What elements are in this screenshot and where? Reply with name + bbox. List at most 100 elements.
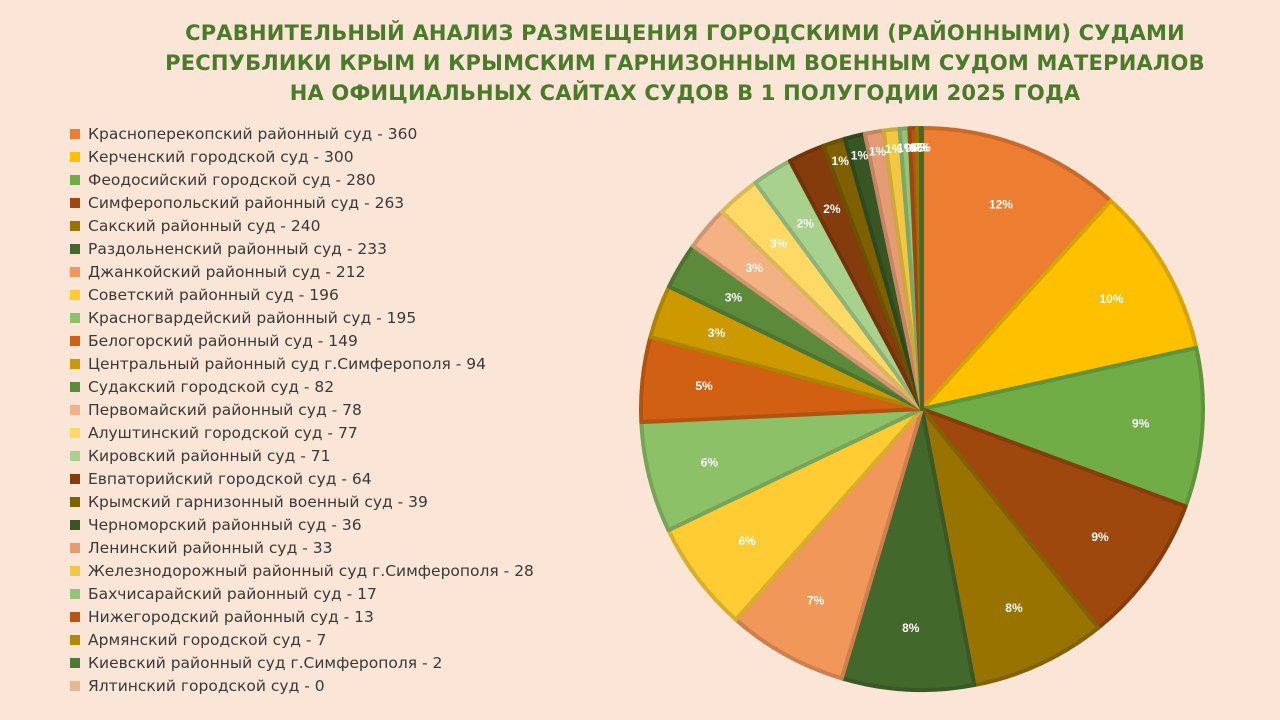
legend-swatch [70, 680, 80, 691]
legend-label: Феодосийский городской суд - 280 [88, 170, 376, 189]
legend-label: Кировский районный суд - 71 [88, 446, 331, 465]
legend-label: Судакский городской суд - 82 [88, 377, 335, 396]
legend-label: Ленинский районный суд - 33 [88, 538, 333, 557]
legend-item: Бахчисарайский районный суд - 17 [70, 582, 534, 605]
legend-item: Раздольненский районный суд - 233 [70, 237, 534, 260]
legend-swatch [70, 335, 80, 346]
legend-item: Евпаторийский городской суд - 64 [70, 467, 534, 490]
slice-percent-label: 3% [725, 290, 743, 304]
legend-item: Феодосийский городской суд - 280 [70, 168, 534, 191]
pie-slice [733, 407, 924, 681]
slice-percent-label: 0% [913, 141, 931, 155]
legend-label: Нижегородский районный суд - 13 [88, 607, 374, 626]
pie-slice [839, 407, 977, 692]
legend-swatch [70, 381, 80, 392]
slice-percent-label: 3% [770, 236, 788, 250]
slice-percent-label: 1% [897, 141, 915, 155]
legend-label: Первомайский районный суд - 78 [88, 400, 362, 419]
slice-percent-label: 1% [869, 144, 887, 158]
slice-percent-label: 2% [823, 202, 841, 216]
legend-swatch [70, 427, 80, 438]
legend-label: Раздольненский районный суд - 233 [88, 239, 387, 258]
pie-slice [920, 407, 1101, 688]
pie-slice [920, 198, 1199, 411]
legend-swatch [70, 473, 80, 484]
slice-percent-label: 3% [708, 326, 726, 340]
pie-slice [920, 407, 1188, 630]
legend-item: Красноперекопский районный суд - 360 [70, 122, 534, 145]
legend-item: Кировский районный суд - 71 [70, 444, 534, 467]
legend-swatch [70, 289, 80, 300]
legend-item: Ялтинский городской суд - 0 [70, 674, 534, 697]
slice-percent-label: 6% [738, 534, 756, 548]
legend-label: Железнодорожный районный суд г.Симферопо… [88, 561, 534, 580]
legend-item: Джанкойский районный суд - 212 [70, 260, 534, 283]
legend-swatch [70, 151, 80, 162]
slice-percent-label: 6% [701, 455, 719, 469]
legend-label: Черноморский районный суд - 36 [88, 515, 362, 534]
legend-swatch [70, 450, 80, 461]
slice-percent-label: 2% [797, 217, 815, 231]
legend-label: Сакский районный суд - 240 [88, 216, 321, 235]
legend-item: Судакский городской суд - 82 [70, 375, 534, 398]
slice-percent-label: 0% [905, 141, 923, 155]
legend-item: Симферопольский районный суд - 263 [70, 191, 534, 214]
legend-swatch [70, 220, 80, 231]
legend-swatch [70, 358, 80, 369]
legend-swatch [70, 634, 80, 645]
legend-item: Сакский районный суд - 240 [70, 214, 534, 237]
legend-swatch [70, 174, 80, 185]
legend-swatch [70, 657, 80, 668]
legend-swatch [70, 128, 80, 139]
slice-percent-label: 1% [885, 142, 903, 156]
legend-item: Черноморский районный суд - 36 [70, 513, 534, 536]
legend-swatch [70, 266, 80, 277]
slice-percent-label: 1% [832, 154, 850, 168]
slice-percent-label: 7% [807, 594, 825, 608]
pie-slice [666, 407, 924, 622]
legend-label: Алуштинский городской суд - 77 [88, 423, 358, 442]
legend-item: Советский районный суд - 196 [70, 283, 534, 306]
slice-percent-label: 1% [851, 148, 869, 162]
legend-item: Центральный районный суд г.Симферополя -… [70, 352, 534, 375]
legend-label: Бахчисарайский районный суд - 17 [88, 584, 377, 603]
legend-label: Центральный районный суд г.Симферополя -… [88, 354, 487, 373]
legend-swatch [70, 496, 80, 507]
legend-label: Симферопольский районный суд - 263 [88, 193, 405, 212]
legend-swatch [70, 542, 80, 553]
slice-percent-label: 12% [989, 198, 1013, 212]
legend-item: Киевский районный суд г.Симферополя - 2 [70, 651, 534, 674]
legend-item: Железнодорожный районный суд г.Симферопо… [70, 559, 534, 582]
slice-percent-label: 0% [913, 141, 931, 155]
legend-label: Армянский городской суд - 7 [88, 630, 327, 649]
legend-item: Ленинский районный суд - 33 [70, 536, 534, 559]
chart-title: СРАВНИТЕЛЬНЫЙ АНАЛИЗ РАЗМЕЩЕНИЯ ГОРОДСКИ… [165, 21, 1205, 105]
legend-item: Белогорский районный суд - 149 [70, 329, 534, 352]
legend-swatch [70, 565, 80, 576]
legend-label: Крымский гарнизонный военный суд - 39 [88, 492, 428, 511]
pie-slice [639, 407, 924, 533]
legend-item: Первомайский районный суд - 78 [70, 398, 534, 421]
slice-percent-label: 0% [910, 141, 928, 155]
slice-percent-label: 9% [1132, 417, 1150, 431]
legend-label: Керченский городской суд - 300 [88, 147, 354, 166]
legend-label: Красноперекопский районный суд - 360 [88, 124, 418, 143]
legend-swatch [70, 243, 80, 254]
legend-label: Белогорский районный суд - 149 [88, 331, 358, 350]
pie-slice [918, 125, 924, 411]
slice-percent-label: 8% [1005, 601, 1023, 615]
legend-item: Керченский городской суд - 300 [70, 145, 534, 168]
legend-item: Красногвардейский районный суд - 195 [70, 306, 534, 329]
legend-swatch [70, 588, 80, 599]
legend-swatch [70, 519, 80, 530]
legend-label: Красногвардейский районный суд - 195 [88, 308, 417, 327]
legend-swatch [70, 404, 80, 415]
legend-label: Джанкойский районный суд - 212 [88, 262, 366, 281]
legend-swatch [70, 312, 80, 323]
slice-percent-label: 5% [695, 379, 713, 393]
legend-item: Крымский гарнизонный военный суд - 39 [70, 490, 534, 513]
legend-item: Нижегородский районный суд - 13 [70, 605, 534, 628]
legend-label: Ялтинский городской суд - 0 [88, 676, 325, 695]
slice-percent-label: 9% [1091, 530, 1109, 544]
